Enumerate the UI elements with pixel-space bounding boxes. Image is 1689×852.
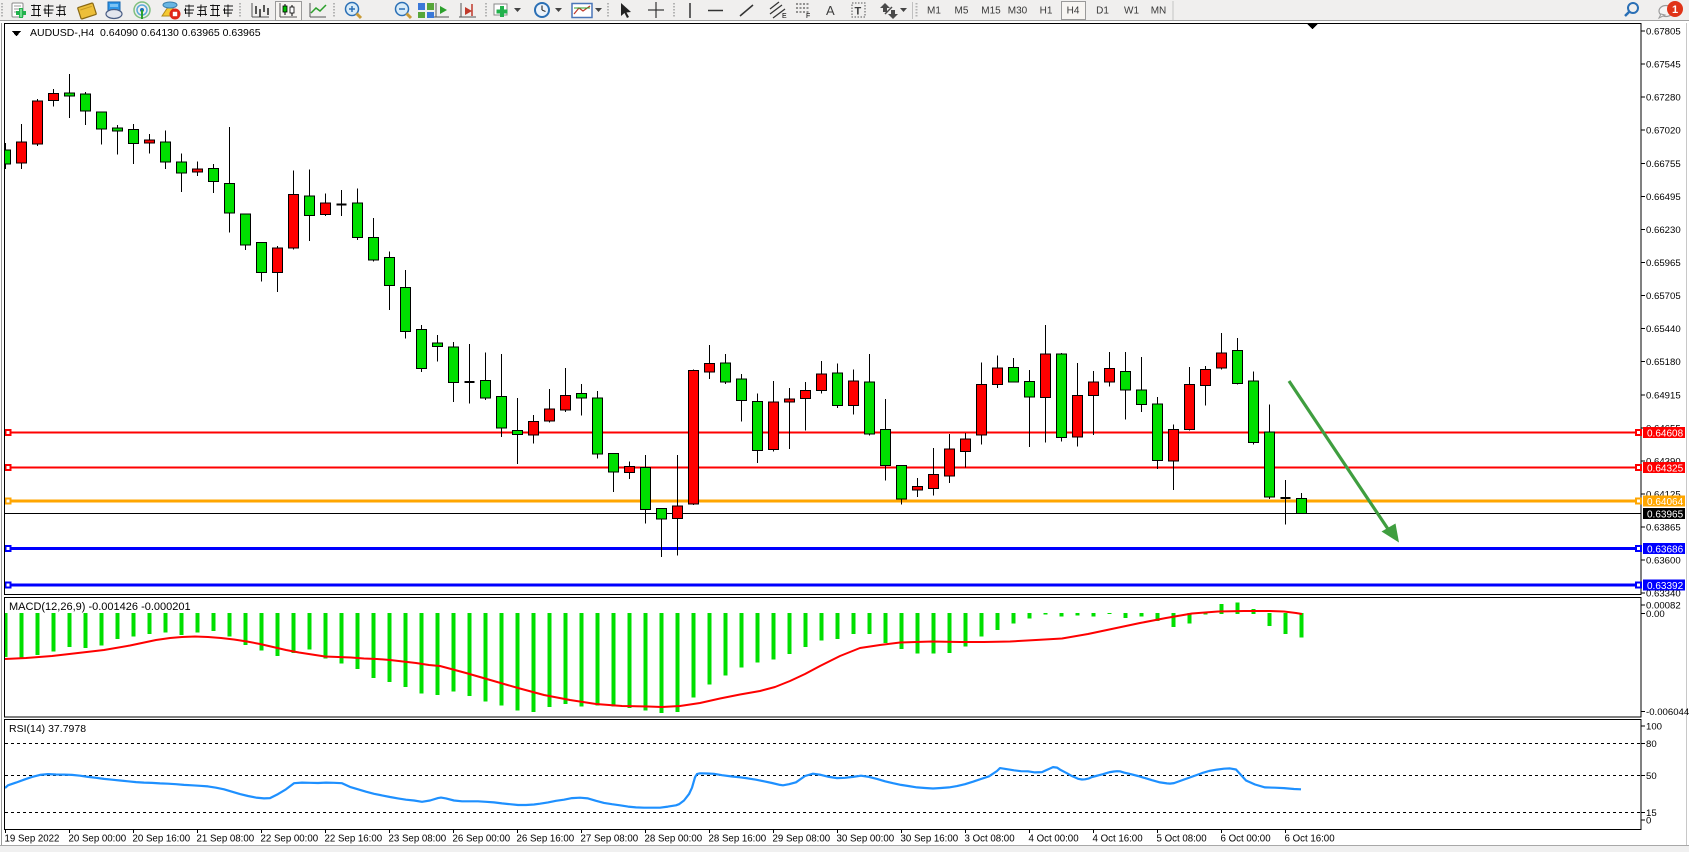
svg-text:0.66495: 0.66495 xyxy=(1646,192,1681,203)
svg-text:M15: M15 xyxy=(981,6,1001,17)
svg-text:0.67280: 0.67280 xyxy=(1646,93,1681,104)
svg-text:30 Sep 00:00: 30 Sep 00:00 xyxy=(837,834,895,845)
svg-text:26 Sep 00:00: 26 Sep 00:00 xyxy=(453,834,511,845)
svg-text:28 Sep 00:00: 28 Sep 00:00 xyxy=(645,834,703,845)
svg-text:0.63600: 0.63600 xyxy=(1646,556,1681,567)
svg-text:0.65965: 0.65965 xyxy=(1646,258,1681,269)
svg-text:0.65705: 0.65705 xyxy=(1646,291,1681,302)
svg-text:0.67020: 0.67020 xyxy=(1646,126,1681,137)
svg-text:H4: H4 xyxy=(1067,6,1080,17)
svg-text:0.64390: 0.64390 xyxy=(1646,456,1681,467)
svg-text:22 Sep 00:00: 22 Sep 00:00 xyxy=(261,834,319,845)
svg-text:0.67805: 0.67805 xyxy=(1646,27,1681,38)
svg-text:0.63965: 0.63965 xyxy=(1647,509,1684,520)
svg-text:0: 0 xyxy=(1646,815,1651,826)
svg-text:0.00082: 0.00082 xyxy=(1646,601,1681,612)
svg-text:0.00: 0.00 xyxy=(1646,609,1665,620)
svg-text:0.63865: 0.63865 xyxy=(1646,523,1681,534)
svg-text:0.66755: 0.66755 xyxy=(1646,159,1681,170)
svg-text:23 Sep 08:00: 23 Sep 08:00 xyxy=(389,834,447,845)
svg-text:21 Sep 08:00: 21 Sep 08:00 xyxy=(197,834,255,845)
svg-text:0.63686: 0.63686 xyxy=(1647,544,1684,555)
svg-text:19 Sep 2022: 19 Sep 2022 xyxy=(5,834,60,845)
svg-text:0.66230: 0.66230 xyxy=(1646,225,1681,236)
svg-text:0.64915: 0.64915 xyxy=(1646,390,1681,401)
svg-text:-0.006044: -0.006044 xyxy=(1646,707,1689,718)
svg-text:0.64064: 0.64064 xyxy=(1647,497,1684,508)
svg-text:22 Sep 16:00: 22 Sep 16:00 xyxy=(325,834,383,845)
svg-text:0.64325: 0.64325 xyxy=(1647,463,1684,474)
svg-text:27 Sep 08:00: 27 Sep 08:00 xyxy=(581,834,639,845)
svg-text:20 Sep 00:00: 20 Sep 00:00 xyxy=(69,834,127,845)
svg-text:0.63392: 0.63392 xyxy=(1647,581,1684,592)
svg-text:E: E xyxy=(782,13,787,20)
svg-text:3 Oct 08:00: 3 Oct 08:00 xyxy=(965,834,1016,845)
svg-text:28 Sep 16:00: 28 Sep 16:00 xyxy=(709,834,767,845)
svg-text:0.64125: 0.64125 xyxy=(1646,489,1681,500)
svg-text:15: 15 xyxy=(1646,808,1657,819)
svg-text:T: T xyxy=(855,6,862,18)
svg-text:M30: M30 xyxy=(1008,6,1028,17)
svg-text:6 Oct 16:00: 6 Oct 16:00 xyxy=(1285,834,1336,845)
svg-text:29 Sep 08:00: 29 Sep 08:00 xyxy=(773,834,831,845)
svg-text:0.67545: 0.67545 xyxy=(1646,60,1681,71)
svg-text:0.63340: 0.63340 xyxy=(1646,589,1681,600)
svg-text:H1: H1 xyxy=(1040,6,1053,17)
svg-text:MACD(12,26,9) -0.001426 -0.000: MACD(12,26,9) -0.001426 -0.000201 xyxy=(9,601,191,613)
svg-text:26 Sep 16:00: 26 Sep 16:00 xyxy=(517,834,575,845)
svg-text:A: A xyxy=(826,3,835,18)
svg-text:80: 80 xyxy=(1646,739,1657,750)
svg-text:W1: W1 xyxy=(1124,6,1139,17)
svg-text:5 Oct 08:00: 5 Oct 08:00 xyxy=(1157,834,1208,845)
svg-text:MN: MN xyxy=(1151,6,1167,17)
svg-text:M5: M5 xyxy=(955,6,969,17)
svg-text:20 Sep 16:00: 20 Sep 16:00 xyxy=(133,834,191,845)
svg-text:M1: M1 xyxy=(927,6,941,17)
svg-text:4 Oct 16:00: 4 Oct 16:00 xyxy=(1093,834,1144,845)
svg-text:4 Oct 00:00: 4 Oct 00:00 xyxy=(1029,834,1080,845)
svg-text:1: 1 xyxy=(1672,4,1678,16)
svg-text:6 Oct 00:00: 6 Oct 00:00 xyxy=(1221,834,1272,845)
svg-text:AUDUSD-,H4 0.64090 0.64130 0.: AUDUSD-,H4 0.64090 0.64130 0.63965 0.639… xyxy=(30,27,261,39)
svg-text:30 Sep 16:00: 30 Sep 16:00 xyxy=(901,834,959,845)
svg-text:D1: D1 xyxy=(1096,6,1109,17)
svg-text:F: F xyxy=(806,13,810,20)
svg-text:0.65440: 0.65440 xyxy=(1646,324,1681,335)
svg-text:50: 50 xyxy=(1646,771,1657,782)
svg-text:0.65180: 0.65180 xyxy=(1646,357,1681,368)
svg-text:0.64608: 0.64608 xyxy=(1647,428,1684,439)
svg-text:100: 100 xyxy=(1646,722,1662,733)
svg-text:RSI(14) 37.7978: RSI(14) 37.7978 xyxy=(9,723,86,735)
